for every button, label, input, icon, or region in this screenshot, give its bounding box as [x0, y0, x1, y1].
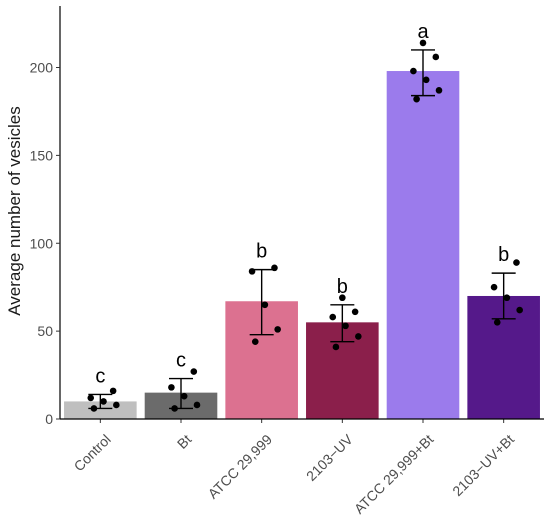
- significance-labels-layer: c c b b a b: [95, 21, 509, 387]
- significance-label: c: [95, 365, 105, 387]
- x-tick-label: ATCC 29,999+Bt: [351, 431, 437, 517]
- data-point: [329, 313, 337, 321]
- y-tick-label: 50: [37, 323, 53, 339]
- significance-label: b: [256, 241, 267, 263]
- y-tick-label: 100: [30, 235, 54, 251]
- y-tick-label: 0: [45, 411, 53, 427]
- x-tick-label: 2103−UV: [303, 431, 356, 484]
- data-point: [251, 338, 259, 345]
- points-layer: [87, 39, 523, 412]
- data-point: [339, 294, 346, 302]
- significance-label: b: [498, 244, 509, 266]
- data-point: [503, 294, 511, 302]
- significance-label: b: [337, 276, 348, 298]
- data-point: [422, 76, 430, 84]
- bars-layer: [64, 71, 540, 419]
- data-point: [90, 405, 98, 412]
- data-point: [87, 394, 95, 402]
- y-tick-label: 150: [30, 147, 54, 163]
- y-axis-title: Average number of vesicles: [5, 106, 24, 315]
- x-tick-label: ATCC 29,999: [205, 431, 276, 502]
- data-point: [171, 405, 178, 412]
- x-tick-label: 2103−UV+Bt: [449, 431, 517, 499]
- data-point: [432, 53, 440, 61]
- data-point: [190, 368, 198, 375]
- data-point: [490, 283, 498, 291]
- data-point: [435, 87, 443, 94]
- data-point: [332, 343, 340, 351]
- error-bars-layer: [88, 49, 516, 410]
- data-point: [113, 401, 120, 409]
- x-tick-label: Control: [71, 431, 114, 474]
- significance-label: c: [176, 350, 186, 372]
- data-point: [413, 95, 420, 103]
- data-point: [516, 306, 523, 314]
- data-point: [109, 387, 117, 395]
- significance-label: a: [417, 21, 429, 43]
- x-tick-label: Bt: [174, 431, 195, 452]
- data-point: [168, 384, 175, 391]
- data-point: [193, 401, 201, 409]
- data-point: [274, 326, 281, 333]
- data-point: [355, 333, 362, 340]
- data-point: [342, 322, 349, 330]
- y-tick-label: 200: [30, 60, 54, 76]
- data-point: [261, 301, 269, 309]
- data-point: [248, 268, 256, 275]
- data-point: [351, 308, 359, 316]
- data-point: [180, 392, 188, 400]
- data-point: [410, 67, 417, 75]
- data-point: [100, 398, 107, 405]
- data-point: [513, 259, 520, 266]
- y-axis: 0 50 100 150 200: [30, 6, 61, 427]
- data-point: [493, 319, 501, 326]
- data-point: [419, 39, 427, 47]
- data-point: [271, 264, 278, 272]
- bar: [386, 71, 460, 419]
